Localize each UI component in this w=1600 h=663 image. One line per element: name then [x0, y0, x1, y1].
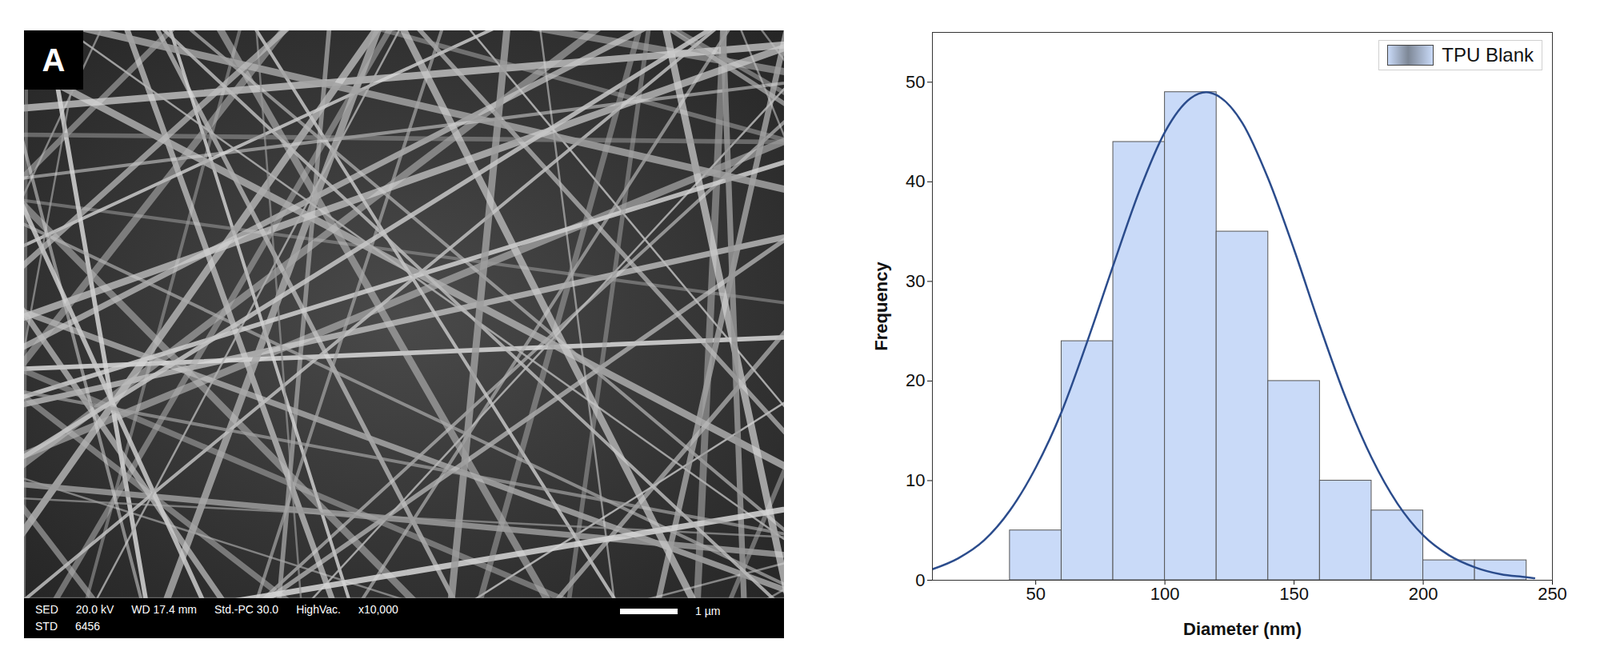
svg-text:Frequency: Frequency — [871, 261, 892, 352]
svg-text:50: 50 — [905, 72, 925, 92]
svg-text:50: 50 — [1025, 584, 1045, 604]
svg-text:20: 20 — [905, 370, 925, 391]
html-text:WD 17.4 mm: WD 17.4 mm — [131, 603, 197, 616]
html-text:x10,000: x10,000 — [358, 603, 399, 616]
html-text:Std.-PC 30.0: Std.-PC 30.0 — [214, 603, 279, 616]
svg-text:Diameter (nm): Diameter (nm) — [1183, 619, 1302, 640]
svg-text:150: 150 — [1279, 584, 1309, 604]
html-text:TPU Blank: TPU Blank — [1441, 44, 1534, 66]
svg-text:30: 30 — [905, 271, 925, 292]
html-text:A: A — [42, 42, 66, 78]
html-text:STD: STD — [35, 620, 58, 633]
html-text:SED: SED — [35, 603, 59, 616]
html-text:1 µm: 1 µm — [695, 604, 721, 618]
svg-text:250: 250 — [1537, 584, 1568, 604]
svg-text:40: 40 — [905, 171, 925, 192]
html-text:HighVac.: HighVac. — [296, 603, 341, 616]
html-text:20.0 kV: 20.0 kV — [75, 603, 114, 616]
svg-text:10: 10 — [905, 470, 925, 491]
html-text:6456: 6456 — [75, 620, 101, 633]
svg-text:0: 0 — [915, 570, 925, 591]
svg-text:200: 200 — [1408, 584, 1439, 604]
svg-text:100: 100 — [1150, 584, 1180, 604]
